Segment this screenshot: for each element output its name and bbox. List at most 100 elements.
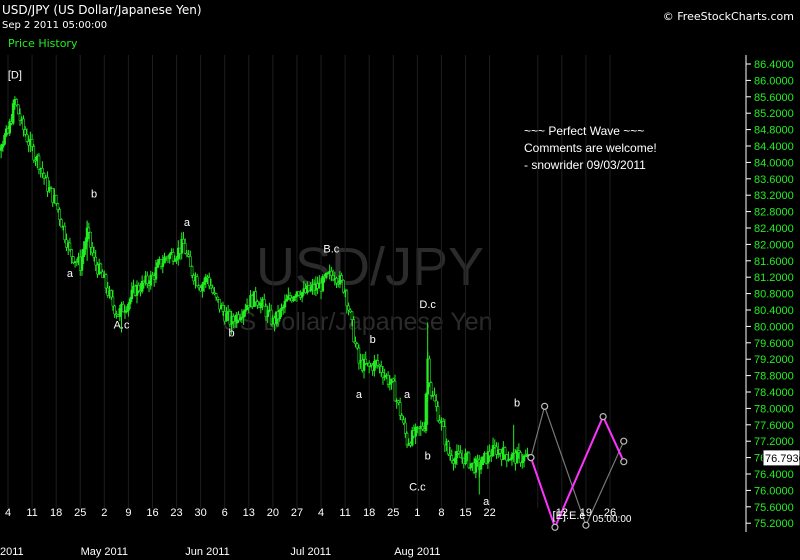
candle-body — [515, 450, 519, 464]
candle-body — [476, 458, 479, 461]
month-label: Jul 2011 — [290, 546, 331, 558]
wave-label: b — [91, 188, 97, 200]
candle-body — [324, 272, 328, 278]
y-tick-label: 77.6000 — [754, 420, 794, 432]
y-tick-label: 78.0000 — [754, 403, 794, 415]
x-tick-label: 25 — [387, 507, 399, 519]
x-tick-label: 23 — [170, 507, 182, 519]
candle-body — [404, 422, 407, 434]
candle-body — [479, 464, 483, 470]
candle-body — [436, 406, 440, 421]
candle-body — [90, 247, 94, 254]
candle-body — [350, 311, 354, 320]
x-tick-label: 1 — [414, 507, 420, 519]
projection-point — [541, 402, 549, 410]
candle-body — [524, 455, 528, 457]
candle-body — [410, 430, 414, 446]
candle-body — [467, 452, 471, 469]
candle-body — [137, 284, 141, 291]
candle-body — [121, 303, 125, 313]
candle-body — [326, 272, 330, 275]
y-tick-label: 82.0000 — [754, 239, 794, 251]
month-label: May 2011 — [81, 546, 129, 558]
candle-body — [386, 374, 390, 385]
candle-body — [180, 239, 184, 254]
candle-body — [58, 209, 61, 220]
candle-body — [11, 103, 15, 124]
candle-body — [8, 121, 12, 134]
candle-body — [448, 453, 452, 456]
candle-body — [206, 276, 209, 279]
candle-body — [330, 270, 333, 276]
candle-body — [204, 276, 208, 283]
candle-body — [453, 457, 457, 464]
candle-body — [481, 456, 485, 466]
x-tick-label: 2 — [101, 507, 107, 519]
candle-body — [508, 458, 512, 461]
candle-body — [335, 278, 338, 284]
x-tick-label: 18 — [363, 507, 375, 519]
candle-body — [130, 289, 134, 300]
y-tick-label: 80.0000 — [754, 321, 794, 333]
x-tick-label: 9 — [125, 507, 131, 519]
candle-body — [259, 302, 263, 308]
candle-body — [285, 298, 288, 302]
candle-body — [474, 458, 478, 473]
candle-body — [379, 366, 383, 373]
candle-body — [185, 252, 189, 256]
wave-label: C.c — [409, 481, 426, 493]
wave-label: B.c — [323, 244, 339, 256]
x-tick-label: 27 — [291, 507, 303, 519]
candle-body — [345, 290, 349, 307]
candle-body — [84, 241, 87, 250]
copyright-link[interactable]: © FreeStockCharts.com — [662, 10, 794, 23]
watermark: USD/JPY US Dollar/Japanese Yen — [221, 237, 492, 336]
candle-body — [278, 310, 282, 320]
candle-body — [240, 316, 244, 319]
candle-body — [190, 266, 194, 276]
candle-body — [321, 276, 325, 292]
candle-body — [161, 262, 165, 267]
x-tick-label: 11 — [26, 507, 37, 519]
candle-body — [207, 277, 211, 287]
candle-body — [87, 227, 91, 233]
candle-body — [189, 256, 192, 267]
candle-body — [183, 243, 187, 254]
candle-body — [400, 415, 404, 421]
y-tick-label: 80.4000 — [754, 305, 794, 317]
candle-body — [23, 129, 27, 135]
candle-body — [202, 281, 206, 285]
wave-label: D.c — [419, 299, 436, 311]
x-axis: 4 11 18 25 2 9 16 23 30 6 13 20 27 4 11 18 25 1 8 15 2205:00… — [0, 507, 632, 558]
candle-body — [0, 147, 3, 151]
candle-body — [503, 447, 507, 455]
candle-body — [168, 254, 171, 260]
candle-body — [125, 310, 128, 312]
y-tick-label: 84.0000 — [754, 157, 794, 169]
candle-body — [376, 360, 380, 366]
candle-body — [450, 455, 454, 462]
candle-body — [280, 307, 283, 311]
y-tick-label: 77.2000 — [754, 436, 794, 448]
candle-body — [393, 380, 397, 402]
symbol-title: USD/JPY (US Dollar/Japanese Yen) — [2, 3, 202, 17]
y-tick-label: 83.2000 — [754, 190, 794, 202]
candle-body — [517, 450, 521, 453]
y-tick-label: 86.4000 — [754, 59, 794, 71]
candle-body — [187, 254, 190, 257]
candle-body — [398, 402, 402, 416]
indicator-price-history[interactable]: Price History — [8, 37, 78, 50]
candle-body — [42, 172, 46, 179]
candle-body — [469, 463, 472, 469]
candle-body — [37, 155, 41, 170]
y-axis: 86.4000 86.0000 85.6000 85.2000 84.8000 84.40… — [745, 55, 800, 532]
candle-body — [428, 358, 431, 383]
x-tick-label: 25 — [74, 507, 86, 519]
y-tick-label: 86.0000 — [754, 75, 794, 87]
candle-body — [238, 317, 242, 321]
wave-projection — [527, 402, 628, 531]
candle-body — [347, 305, 350, 311]
y-tick-label: 84.4000 — [754, 141, 794, 153]
projection-point — [582, 521, 590, 529]
candle-body — [424, 393, 428, 431]
